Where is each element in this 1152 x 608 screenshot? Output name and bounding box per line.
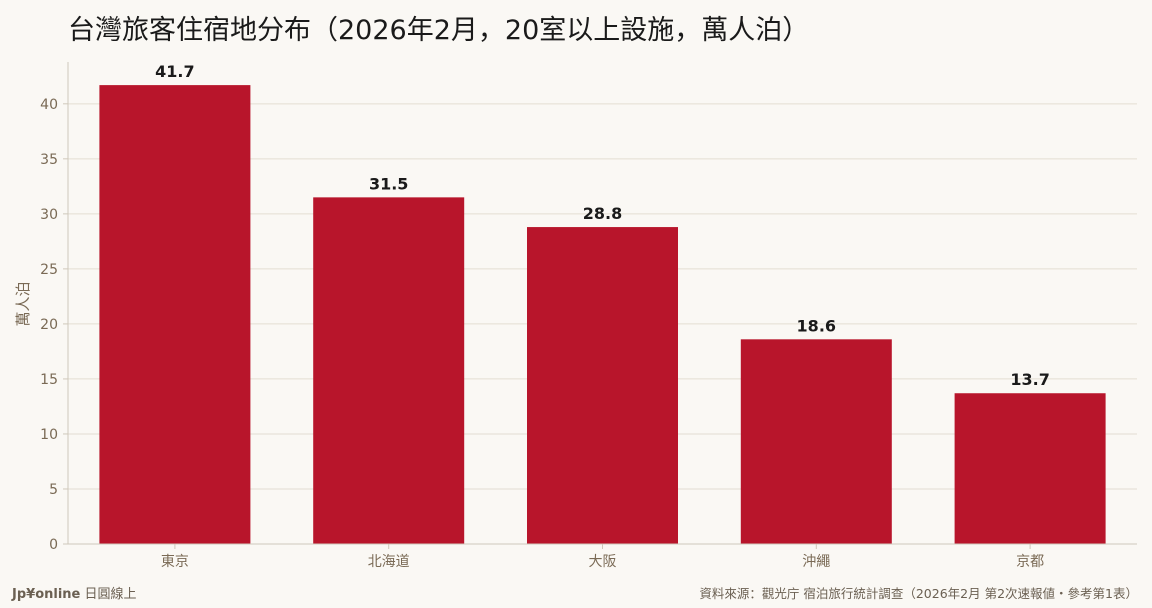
chart-title: 台灣旅客住宿地分布（2026年2月，20室以上設施，萬人泊）	[68, 15, 810, 46]
footer-brand: Jp¥online 日圓線上	[12, 583, 137, 602]
y-tick-label: 15	[40, 372, 58, 388]
y-tick-label: 30	[40, 207, 58, 223]
data-label: 18.6	[797, 316, 836, 335]
footer-source: 資料來源：觀光庁 宿泊旅行統計調查（2026年2月 第2次速報値・參考第1表）	[699, 586, 1138, 601]
y-tick-label: 20	[40, 317, 58, 333]
data-label: 13.7	[1010, 370, 1049, 389]
data-label: 28.8	[583, 204, 622, 223]
bar-3	[527, 227, 678, 545]
x-tick-label: 東京	[161, 554, 189, 570]
y-tick-label: 0	[49, 537, 58, 553]
y-axis-ticks: 0 5 10 15 20 25 30 35 40	[40, 97, 68, 553]
y-tick-label: 5	[49, 482, 58, 498]
y-axis-label: 萬人泊	[14, 281, 32, 326]
bar-4	[740, 339, 892, 544]
x-tick-label: 京都	[1016, 554, 1044, 570]
y-tick-label: 25	[40, 262, 58, 278]
x-tick-label: 北海道	[368, 554, 410, 570]
bar-2	[313, 197, 465, 544]
x-axis-ticks: 東京 北海道 大阪 沖繩 京都	[161, 544, 1044, 570]
data-label: 31.5	[369, 174, 408, 193]
bars	[99, 85, 1106, 545]
y-tick-label: 40	[40, 97, 58, 113]
bar-5	[954, 393, 1106, 544]
data-labels: 41.7 31.5 28.8 18.6 13.7	[155, 62, 1050, 389]
brand-suffix: 日圓線上	[84, 587, 137, 602]
x-tick-label: 大阪	[589, 554, 617, 570]
brand-logo-text: Jp¥online	[12, 587, 81, 602]
bar-1	[99, 85, 251, 544]
data-label: 41.7	[155, 62, 194, 81]
x-tick-label: 沖繩	[802, 554, 830, 570]
y-tick-label: 35	[40, 152, 58, 168]
y-tick-label: 10	[40, 427, 58, 443]
